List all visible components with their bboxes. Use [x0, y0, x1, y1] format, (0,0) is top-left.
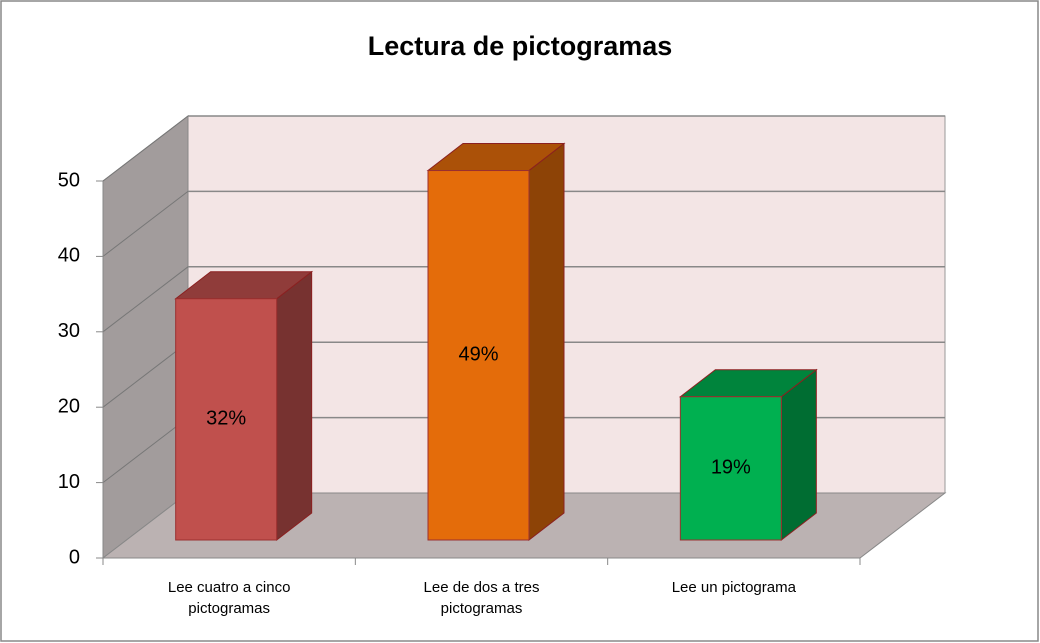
x-tick-label: Lee de dos a tres pictogramas: [423, 579, 540, 617]
grid-line: [102, 341, 189, 408]
chart-title: Lectura de pictogramas: [368, 31, 673, 61]
bar-side: [528, 142, 565, 542]
y-tick-label: 10: [58, 471, 80, 493]
y-tick-label: 40: [58, 245, 80, 267]
x-tick-label: Lee un pictograma: [671, 579, 796, 596]
grid-line: [102, 191, 189, 257]
y-tick-label: 20: [58, 395, 80, 417]
data-label: 49%: [458, 344, 498, 366]
data-label: 32%: [206, 408, 246, 430]
x-tick-label: Lee cuatro a cinco pictogramas: [167, 579, 291, 617]
bar: [679, 396, 782, 541]
bar: [175, 298, 278, 541]
y-tick-label: 0: [69, 546, 80, 568]
grid-line: [102, 417, 189, 483]
data-label: 19%: [711, 457, 751, 479]
grid-line: [102, 115, 189, 182]
bar-side: [276, 270, 313, 542]
y-tick-label: 50: [58, 169, 80, 191]
y-tick-label: 30: [58, 320, 80, 342]
grid-line: [102, 266, 189, 333]
bar: [427, 170, 530, 541]
bar-side: [780, 368, 817, 542]
